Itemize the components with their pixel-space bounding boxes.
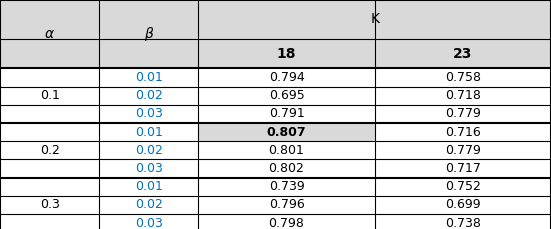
Text: 0.802: 0.802 bbox=[268, 162, 305, 175]
Text: 0.807: 0.807 bbox=[267, 126, 306, 139]
Bar bbox=[198, 214, 375, 229]
Text: 0.699: 0.699 bbox=[445, 198, 480, 211]
Bar bbox=[375, 178, 551, 196]
Bar bbox=[0, 68, 99, 87]
Text: 0.01: 0.01 bbox=[135, 71, 163, 84]
Text: 0.798: 0.798 bbox=[268, 217, 305, 229]
Bar bbox=[375, 214, 551, 229]
Bar bbox=[0, 214, 99, 229]
Bar bbox=[375, 68, 551, 87]
Text: 0.716: 0.716 bbox=[445, 126, 480, 139]
Text: 0.718: 0.718 bbox=[445, 89, 481, 102]
Bar bbox=[198, 87, 375, 105]
Bar bbox=[198, 159, 375, 178]
Text: 0.3: 0.3 bbox=[40, 198, 60, 211]
Text: α: α bbox=[45, 27, 54, 41]
Bar bbox=[0, 178, 99, 196]
Bar bbox=[375, 141, 551, 159]
Bar bbox=[99, 0, 198, 68]
Text: 23: 23 bbox=[453, 46, 473, 60]
Text: 0.1: 0.1 bbox=[40, 89, 60, 102]
Text: 0.03: 0.03 bbox=[135, 217, 163, 229]
Text: β: β bbox=[144, 27, 153, 41]
Text: 18: 18 bbox=[277, 46, 296, 60]
Bar bbox=[99, 178, 198, 196]
Text: 0.796: 0.796 bbox=[269, 198, 304, 211]
Bar bbox=[99, 159, 198, 178]
Bar bbox=[0, 141, 99, 159]
Bar bbox=[375, 105, 551, 123]
Bar bbox=[198, 123, 375, 141]
Bar bbox=[198, 141, 375, 159]
Text: 0.02: 0.02 bbox=[135, 144, 163, 157]
Text: 0.801: 0.801 bbox=[268, 144, 305, 157]
Text: 0.01: 0.01 bbox=[135, 180, 163, 193]
Bar bbox=[99, 87, 198, 105]
Bar bbox=[0, 0, 99, 68]
Bar bbox=[0, 196, 99, 214]
Bar bbox=[198, 178, 375, 196]
Bar bbox=[375, 38, 551, 68]
Text: K: K bbox=[370, 12, 379, 26]
Bar bbox=[0, 123, 99, 141]
Bar bbox=[198, 68, 375, 87]
Bar bbox=[375, 196, 551, 214]
Text: 0.02: 0.02 bbox=[135, 198, 163, 211]
Text: 0.717: 0.717 bbox=[445, 162, 481, 175]
Text: 0.791: 0.791 bbox=[269, 107, 304, 120]
Bar bbox=[99, 196, 198, 214]
Text: 0.02: 0.02 bbox=[135, 89, 163, 102]
Bar bbox=[0, 105, 99, 123]
Bar bbox=[99, 68, 198, 87]
Text: 0.738: 0.738 bbox=[445, 217, 481, 229]
Bar bbox=[99, 214, 198, 229]
Text: 0.695: 0.695 bbox=[269, 89, 304, 102]
Bar bbox=[99, 141, 198, 159]
Text: 0.794: 0.794 bbox=[269, 71, 304, 84]
Text: 0.779: 0.779 bbox=[445, 144, 481, 157]
Bar bbox=[0, 87, 99, 105]
Bar bbox=[375, 87, 551, 105]
Bar bbox=[375, 159, 551, 178]
Bar bbox=[99, 123, 198, 141]
Text: 0.758: 0.758 bbox=[445, 71, 481, 84]
Bar bbox=[0, 159, 99, 178]
Text: 0.752: 0.752 bbox=[445, 180, 481, 193]
Bar bbox=[198, 105, 375, 123]
Text: 0.2: 0.2 bbox=[40, 144, 60, 157]
Bar bbox=[198, 38, 375, 68]
Text: 0.01: 0.01 bbox=[135, 126, 163, 139]
Bar bbox=[99, 105, 198, 123]
Bar bbox=[198, 0, 551, 38]
Text: 0.779: 0.779 bbox=[445, 107, 481, 120]
Text: 0.739: 0.739 bbox=[269, 180, 304, 193]
Bar bbox=[198, 196, 375, 214]
Bar bbox=[375, 123, 551, 141]
Text: 0.03: 0.03 bbox=[135, 162, 163, 175]
Text: 0.03: 0.03 bbox=[135, 107, 163, 120]
